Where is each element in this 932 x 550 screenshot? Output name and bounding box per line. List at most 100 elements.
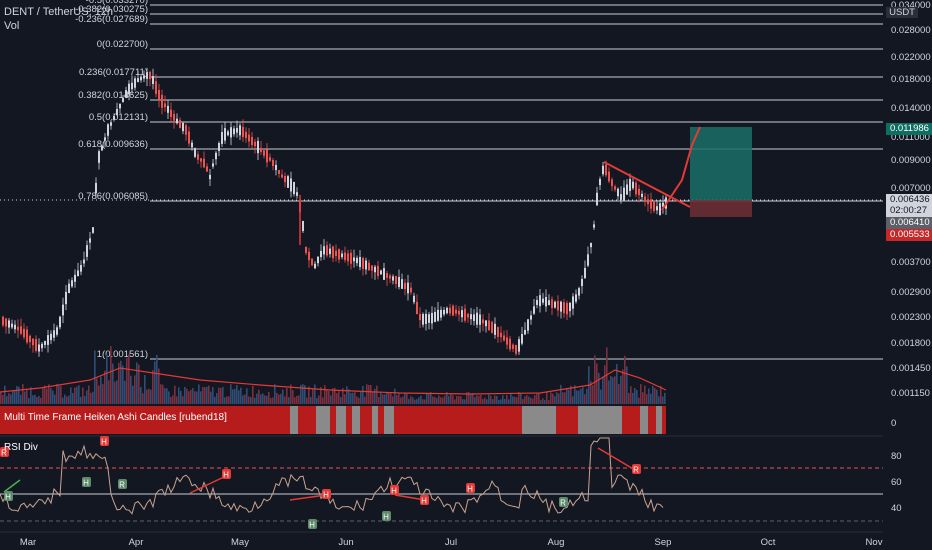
- candle-body: [41, 343, 43, 349]
- candle-body: [644, 196, 646, 202]
- symbol-title[interactable]: DENT / TetherUS, 12h: [4, 6, 114, 18]
- volume-bar: [332, 388, 334, 404]
- candle-body: [59, 316, 61, 328]
- volume-bar: [432, 396, 434, 404]
- volume-bar: [316, 397, 318, 404]
- time-axis[interactable]: Mar Apr May Jun Jul Aug Sep Oct Nov: [0, 531, 883, 548]
- volume-bar: [112, 363, 114, 404]
- candle-body: [65, 291, 67, 305]
- volume-bar: [312, 388, 314, 404]
- price-tick-label: 0.001150: [891, 388, 930, 399]
- price-tick-label: 0.011000: [891, 132, 930, 143]
- candle-body: [488, 320, 490, 331]
- volume-bar: [462, 399, 464, 404]
- volume-bar: [298, 395, 300, 404]
- volume-bar: [62, 397, 64, 404]
- volume-bar: [32, 395, 34, 404]
- volume-bar: [354, 392, 356, 404]
- volume-bar: [74, 387, 76, 404]
- heikin-ashi-title[interactable]: Multi Time Frame Heiken Ashi Candles [ru…: [4, 412, 227, 423]
- fibonacci-retracement[interactable]: -0.5(0.033270)-0.382(0.030275)-0.236(0.0…: [0, 0, 883, 360]
- currency-label[interactable]: USDT: [886, 7, 918, 18]
- volume-bar: [8, 393, 10, 404]
- volume-bar: [444, 395, 446, 404]
- candle-body: [617, 188, 619, 197]
- month-label: Jun: [338, 537, 353, 548]
- volume-bar: [412, 397, 414, 404]
- volume-bar: [604, 365, 606, 404]
- volume-bar: [308, 386, 310, 404]
- volume-bar: [292, 390, 294, 404]
- volume-bar: [130, 375, 132, 404]
- volume-bar: [514, 396, 516, 404]
- volume-bar: [512, 396, 514, 404]
- volume-bar: [550, 392, 552, 404]
- candle-body: [116, 109, 118, 115]
- volume-bar: [150, 389, 152, 404]
- candle-body: [104, 137, 106, 141]
- candle-body: [149, 71, 151, 80]
- candle-body: [623, 187, 625, 201]
- volume-bar: [44, 385, 46, 404]
- volume-bar: [118, 362, 120, 404]
- candle-body: [377, 265, 379, 277]
- candle-body: [245, 131, 247, 139]
- entry-price-tag: 0.006410: [886, 217, 932, 229]
- candle-body: [119, 103, 121, 109]
- volume-bar: [496, 395, 498, 404]
- candle-body: [437, 309, 439, 321]
- month-label: Aug: [548, 537, 565, 548]
- rsi-signal-marker: [390, 485, 399, 495]
- volume-bar: [648, 388, 650, 404]
- candle-body: [137, 78, 139, 82]
- rsi-signal-marker-label: H: [391, 487, 397, 496]
- volume-bar: [246, 388, 248, 404]
- volume-bar: [576, 390, 578, 404]
- candle-body: [563, 302, 565, 314]
- candle-body: [356, 257, 358, 264]
- volume-bar: [442, 397, 444, 404]
- stop-zone: [690, 200, 752, 217]
- volume-bar: [56, 384, 58, 404]
- candle-body: [272, 159, 274, 167]
- candle-body: [398, 277, 400, 287]
- heikin-ashi-strip: 0: [0, 406, 896, 434]
- volume-bar: [492, 399, 494, 404]
- volume-bar: [266, 395, 268, 404]
- rsi-signal-marker-label: R: [560, 499, 566, 508]
- volume-bar: [86, 390, 88, 404]
- volume-bar: [592, 385, 594, 404]
- candle-body: [110, 122, 112, 126]
- volume-bar: [404, 393, 406, 404]
- volume-bar: [326, 389, 328, 404]
- volume-bar: [558, 393, 560, 404]
- candle-body: [80, 265, 82, 272]
- rsi-title[interactable]: RSI Div: [4, 442, 38, 453]
- candle-body: [479, 314, 481, 325]
- stop-price-tag: 0.005533: [886, 229, 932, 241]
- price-axis[interactable]: 0.034000 0.028000 0.022000 0.018000 0.014000…: [891, 0, 931, 399]
- volume-bar: [250, 397, 252, 404]
- candle-body: [68, 283, 70, 294]
- volume-bar: [510, 393, 512, 404]
- candle-body: [593, 224, 595, 228]
- volume-bar: [454, 399, 456, 404]
- candle-body: [230, 127, 232, 138]
- projection-path: [661, 126, 701, 211]
- candle-body: [287, 176, 289, 188]
- rsi-signal-marker-label: R: [1, 449, 7, 458]
- volume-bar: [460, 396, 462, 404]
- drawings[interactable]: [299, 126, 752, 245]
- volume-bar: [180, 391, 182, 404]
- volume-bar: [166, 388, 168, 404]
- candle-body: [494, 323, 496, 335]
- volume-bar: [198, 384, 200, 404]
- volume-bar: [620, 376, 622, 404]
- volume-bar: [546, 392, 548, 404]
- volume-bar: [640, 384, 642, 404]
- month-label: Sep: [655, 537, 672, 548]
- volume-bar: [140, 386, 142, 404]
- volume-bar: [374, 388, 376, 404]
- volume-bar: [338, 391, 340, 404]
